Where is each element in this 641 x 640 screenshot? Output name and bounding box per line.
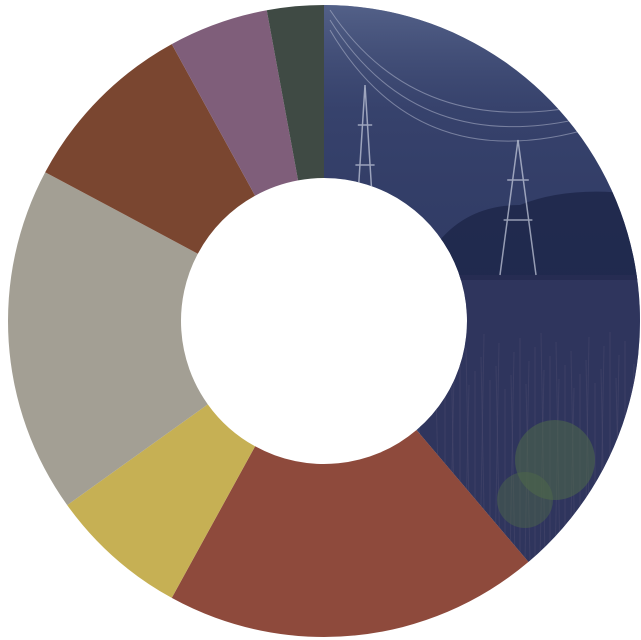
leaves <box>497 472 553 528</box>
leaves <box>515 420 595 500</box>
donut-slice <box>266 5 324 181</box>
tree-line <box>440 191 641 280</box>
grass <box>630 386 636 561</box>
tower <box>499 139 537 276</box>
donut-slice <box>171 430 529 637</box>
donut-slice <box>67 404 256 598</box>
donut-slice <box>171 10 299 196</box>
grass <box>509 351 515 561</box>
donut-slice <box>7 172 208 506</box>
grass <box>510 374 516 561</box>
donut-slice <box>45 44 256 254</box>
